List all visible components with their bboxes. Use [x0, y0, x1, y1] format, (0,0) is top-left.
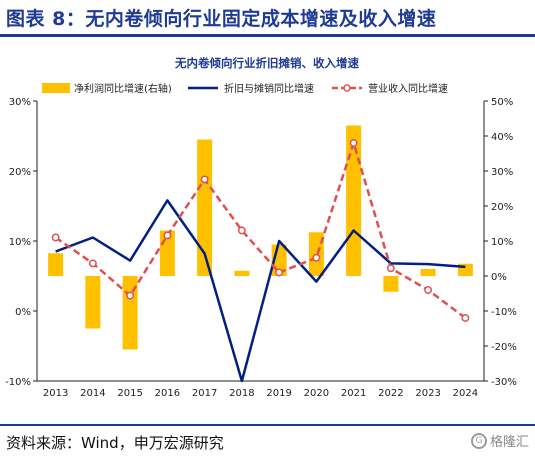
revenue-point-2017	[200, 175, 209, 184]
chart-title: 无内卷倾向行业折旧摊销、收入增速	[174, 56, 359, 70]
revenue-point-2019	[275, 268, 284, 277]
bar-2013	[48, 253, 64, 276]
revenue-point-2021	[349, 139, 358, 147]
right-tick-label: 40%	[491, 132, 513, 143]
revenue-point-2016	[163, 231, 172, 240]
revenue-point-2014	[88, 259, 97, 268]
right-tick-label: 10%	[491, 237, 513, 248]
line-series	[51, 138, 470, 383]
revenue-point-2023	[424, 286, 433, 294]
legend-marker-dashed	[343, 84, 351, 92]
x-tick-label: 2013	[43, 388, 68, 399]
x-tick-label: 2024	[453, 388, 478, 399]
right-tick-label: 20%	[491, 202, 513, 213]
revenue-point-2013	[51, 233, 60, 242]
x-tick-label: 2020	[304, 388, 329, 399]
right-tick-label: 30%	[491, 167, 513, 178]
x-tick-label: 2016	[155, 388, 180, 399]
bar-2017	[197, 139, 213, 276]
x-tick-label: 2015	[117, 388, 142, 399]
watermark: G 格隆汇	[470, 431, 529, 450]
x-tick-label: 2022	[378, 388, 403, 399]
watermark-logo-icon: G	[470, 432, 487, 449]
bar-series	[48, 125, 473, 350]
left-tick-label: -10%	[5, 377, 31, 388]
bar-2022	[383, 276, 399, 292]
legend-swatch-bar	[42, 83, 70, 93]
right-tick-label: 50%	[491, 97, 513, 108]
left-tick-label: 30%	[9, 97, 31, 108]
legend-label-bar: 净利润同比增速(右轴)	[74, 82, 172, 95]
legend-label-line: 折旧与摊销同比增速	[224, 82, 314, 95]
bar-2018	[234, 270, 250, 276]
right-tick-label: -10%	[491, 307, 517, 318]
revenue-point-2018	[237, 226, 246, 235]
x-tick-label: 2018	[229, 388, 254, 399]
bar-2023	[420, 269, 436, 276]
legend-label-dashed: 营业收入同比增速	[368, 82, 448, 95]
bar-2021	[346, 125, 362, 276]
source-note: 资料来源：Wind，申万宏源研究	[6, 434, 224, 452]
chart: 无内卷倾向行业折旧摊销、收入增速 净利润同比增速(右轴) 折旧与摊销同比增速 营业收…	[5, 56, 517, 399]
title-rule	[0, 34, 535, 37]
depreciation-growth-line	[55, 199, 466, 383]
x-tick-label: 2014	[80, 388, 105, 399]
axes: -10% 0% 10% 20% 30% -30% -20% -10% 0% 10% 20% 30% 40…	[5, 97, 517, 399]
watermark-text: 格隆汇	[489, 435, 529, 450]
revenue-point-2015	[126, 291, 135, 300]
right-tick-label: -30%	[491, 377, 517, 388]
revenue-point-2024	[461, 314, 470, 322]
x-tick-label: 2017	[192, 388, 217, 399]
revenue-point-2020	[312, 253, 321, 262]
bar-2014	[85, 276, 101, 329]
x-tick-label: 2021	[341, 388, 366, 399]
left-tick-label: 0%	[15, 307, 31, 318]
figure-title: 图表 8：无内卷倾向行业固定成本增速及收入增速	[6, 8, 437, 30]
revenue-point-2022	[386, 264, 395, 273]
legend: 净利润同比增速(右轴) 折旧与摊销同比增速 营业收入同比增速	[42, 82, 448, 95]
x-tick-label: 2019	[266, 388, 291, 399]
left-tick-label: 20%	[9, 167, 31, 178]
left-tick-label: 10%	[9, 237, 31, 248]
right-tick-label: -20%	[491, 342, 517, 353]
x-tick-label: 2023	[415, 388, 440, 399]
footer-rule	[0, 424, 535, 426]
revenue-growth-line	[54, 138, 467, 319]
right-tick-label: 0%	[491, 272, 507, 283]
